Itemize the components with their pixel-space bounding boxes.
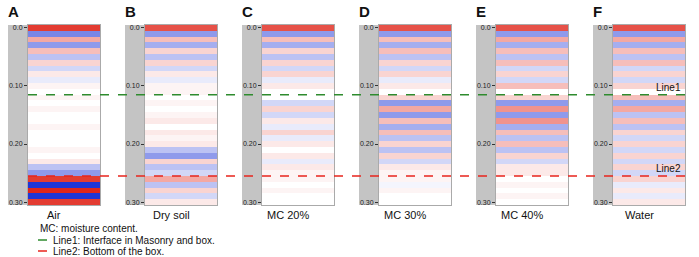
svg-text:Water: Water [625, 209, 654, 221]
svg-text:0.10: 0.10 [9, 82, 23, 89]
svg-text:0.20: 0.20 [126, 140, 140, 147]
svg-text:E: E [476, 3, 486, 20]
svg-text:0.0: 0.0 [247, 24, 257, 31]
svg-text:F: F [593, 3, 602, 20]
svg-text:0.30: 0.30 [243, 199, 257, 206]
svg-text:MC: moisture content.: MC: moisture content. [40, 223, 138, 234]
svg-text:0.20: 0.20 [360, 140, 374, 147]
svg-text:Line2: Line2 [656, 163, 681, 174]
svg-text:0.0: 0.0 [598, 24, 608, 31]
svg-text:0.30: 0.30 [9, 199, 23, 206]
svg-text:MC 30%: MC 30% [384, 209, 426, 221]
svg-text:0.20: 0.20 [594, 140, 608, 147]
svg-text:MC 20%: MC 20% [267, 209, 309, 221]
svg-text:B: B [125, 3, 136, 20]
svg-text:0.20: 0.20 [477, 140, 491, 147]
svg-text:0.30: 0.30 [360, 199, 374, 206]
svg-text:0.30: 0.30 [126, 199, 140, 206]
svg-text:Line2: Bottom of the box.: Line2: Bottom of the box. [53, 246, 164, 257]
svg-text:0.0: 0.0 [13, 24, 23, 31]
svg-text:0.0: 0.0 [481, 24, 491, 31]
svg-text:0.30: 0.30 [594, 199, 608, 206]
svg-text:Line1: Line1 [656, 82, 681, 93]
svg-text:C: C [242, 3, 253, 20]
svg-text:MC 40%: MC 40% [501, 209, 543, 221]
svg-text:0.10: 0.10 [126, 82, 140, 89]
svg-text:0.10: 0.10 [243, 82, 257, 89]
svg-text:0.30: 0.30 [477, 199, 491, 206]
svg-text:0.0: 0.0 [364, 24, 374, 31]
svg-text:A: A [8, 3, 19, 20]
svg-text:Air: Air [47, 209, 61, 221]
svg-text:0.10: 0.10 [360, 82, 374, 89]
svg-text:0.20: 0.20 [243, 140, 257, 147]
svg-text:0.10: 0.10 [594, 82, 608, 89]
svg-text:0.20: 0.20 [9, 140, 23, 147]
svg-text:0.10: 0.10 [477, 82, 491, 89]
svg-text:Dry soil: Dry soil [153, 209, 190, 221]
svg-text:Line1: Interface in Masonry an: Line1: Interface in Masonry and box. [53, 235, 215, 246]
svg-text:D: D [359, 3, 370, 20]
svg-text:0.0: 0.0 [130, 24, 140, 31]
